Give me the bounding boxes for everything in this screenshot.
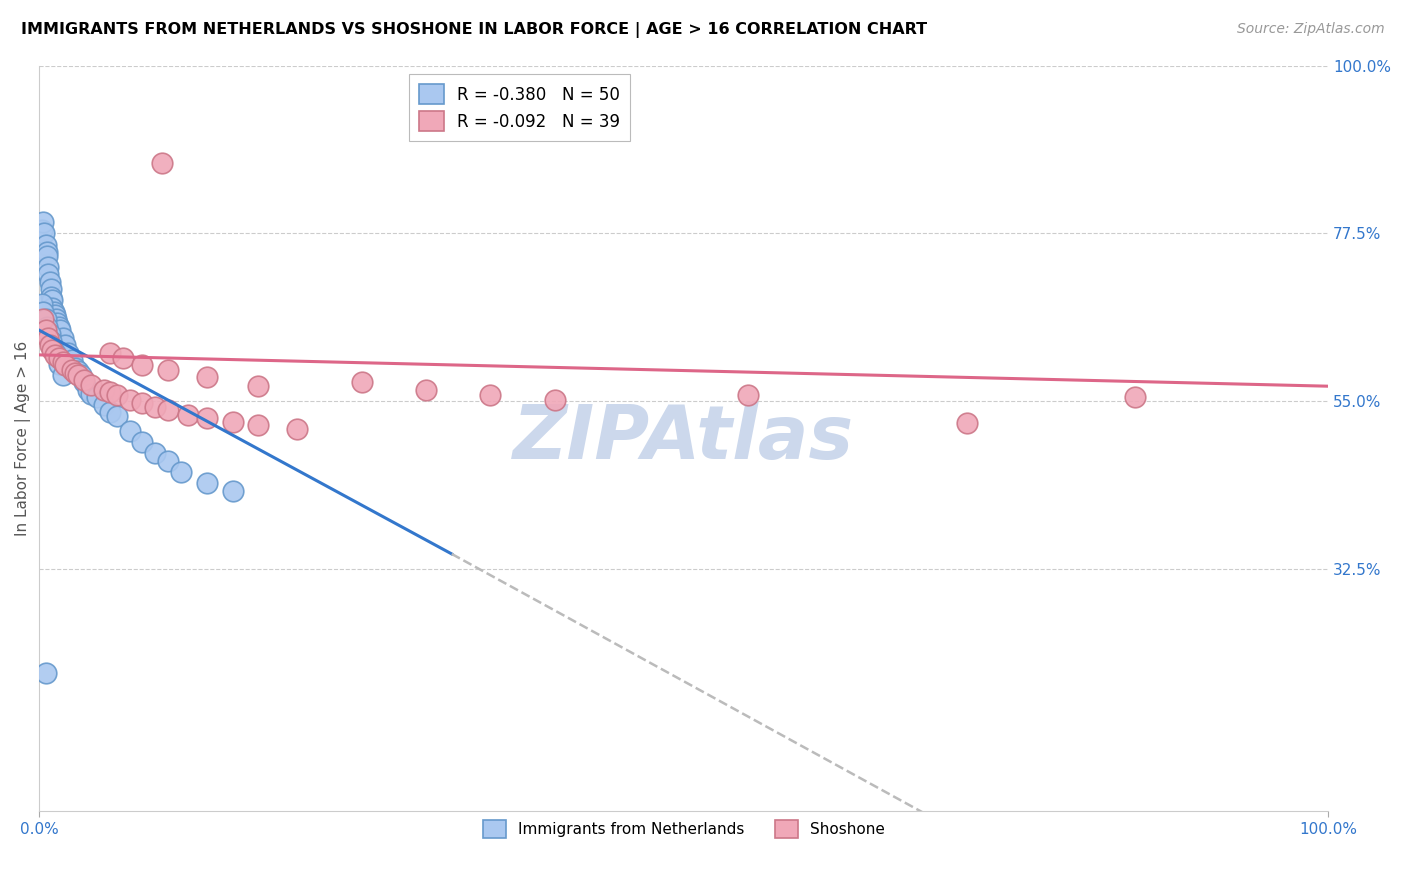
Point xyxy=(66,364,89,378)
Text: Source: ZipAtlas.com: Source: ZipAtlas.com xyxy=(1237,22,1385,37)
Point xyxy=(41,293,63,308)
Point xyxy=(48,351,70,365)
Point xyxy=(131,435,153,450)
Point xyxy=(285,422,308,436)
Point xyxy=(195,476,218,491)
Point xyxy=(170,465,193,479)
Point xyxy=(38,326,60,341)
Legend: Immigrants from Netherlands, Shoshone: Immigrants from Netherlands, Shoshone xyxy=(477,814,891,845)
Point xyxy=(131,395,153,409)
Point xyxy=(66,368,89,382)
Text: IMMIGRANTS FROM NETHERLANDS VS SHOSHONE IN LABOR FORCE | AGE > 16 CORRELATION CH: IMMIGRANTS FROM NETHERLANDS VS SHOSHONE … xyxy=(21,22,927,38)
Point xyxy=(42,304,65,318)
Point xyxy=(93,383,115,397)
Point xyxy=(221,483,243,498)
Point xyxy=(56,345,79,359)
Point xyxy=(44,345,66,359)
Point xyxy=(65,366,87,380)
Point xyxy=(39,282,62,296)
Point xyxy=(35,312,58,326)
Point xyxy=(157,454,180,468)
Point xyxy=(37,260,59,274)
Point xyxy=(51,368,73,382)
Point xyxy=(247,417,270,432)
Point xyxy=(131,359,153,373)
Point xyxy=(53,338,76,352)
Point xyxy=(48,319,70,334)
Point xyxy=(35,319,58,334)
Point xyxy=(60,353,83,368)
Point xyxy=(80,377,103,392)
Point xyxy=(53,359,76,373)
Point xyxy=(98,345,121,359)
Point xyxy=(157,403,180,417)
Point xyxy=(80,386,103,401)
Point xyxy=(93,398,115,412)
Point xyxy=(44,348,66,362)
Point xyxy=(956,417,979,431)
Point xyxy=(112,351,135,365)
Point xyxy=(48,357,70,371)
Point xyxy=(73,373,96,387)
Point xyxy=(39,290,62,304)
Point xyxy=(221,415,243,429)
Point xyxy=(44,309,66,323)
Point xyxy=(77,383,100,397)
Point xyxy=(39,334,62,349)
Point xyxy=(1123,390,1146,404)
Point xyxy=(150,155,173,169)
Point xyxy=(45,312,67,326)
Point xyxy=(34,227,56,241)
Point xyxy=(37,331,59,345)
Point xyxy=(118,392,141,407)
Point xyxy=(60,363,83,377)
Point xyxy=(51,331,73,345)
Point xyxy=(35,237,58,252)
Point xyxy=(86,390,108,404)
Point xyxy=(65,360,87,375)
Point xyxy=(35,249,58,263)
Point xyxy=(118,424,141,438)
Point xyxy=(46,316,69,330)
Point xyxy=(69,368,91,382)
Point xyxy=(105,409,128,423)
Point xyxy=(98,385,121,400)
Point xyxy=(35,323,58,337)
Point xyxy=(350,376,373,390)
Point xyxy=(31,222,53,236)
Point xyxy=(31,297,53,311)
Point xyxy=(415,383,437,397)
Point xyxy=(143,400,166,414)
Point xyxy=(176,408,198,422)
Point xyxy=(195,410,218,425)
Point xyxy=(38,275,60,289)
Point xyxy=(157,363,180,377)
Point xyxy=(32,312,55,326)
Y-axis label: In Labor Force | Age > 16: In Labor Force | Age > 16 xyxy=(15,341,31,536)
Point xyxy=(32,215,55,229)
Point xyxy=(247,379,270,393)
Point xyxy=(479,388,502,402)
Point xyxy=(73,376,96,390)
Point xyxy=(35,666,58,681)
Point xyxy=(41,301,63,315)
Point xyxy=(737,388,759,402)
Point xyxy=(35,245,58,260)
Point xyxy=(544,392,567,407)
Point xyxy=(41,343,63,358)
Point xyxy=(32,304,55,318)
Point xyxy=(98,405,121,419)
Point xyxy=(105,388,128,402)
Point xyxy=(37,268,59,282)
Text: ZIPAtlas: ZIPAtlas xyxy=(513,402,855,475)
Point xyxy=(51,355,73,369)
Point xyxy=(195,370,218,384)
Point xyxy=(38,338,60,352)
Point xyxy=(143,446,166,460)
Point xyxy=(49,323,72,337)
